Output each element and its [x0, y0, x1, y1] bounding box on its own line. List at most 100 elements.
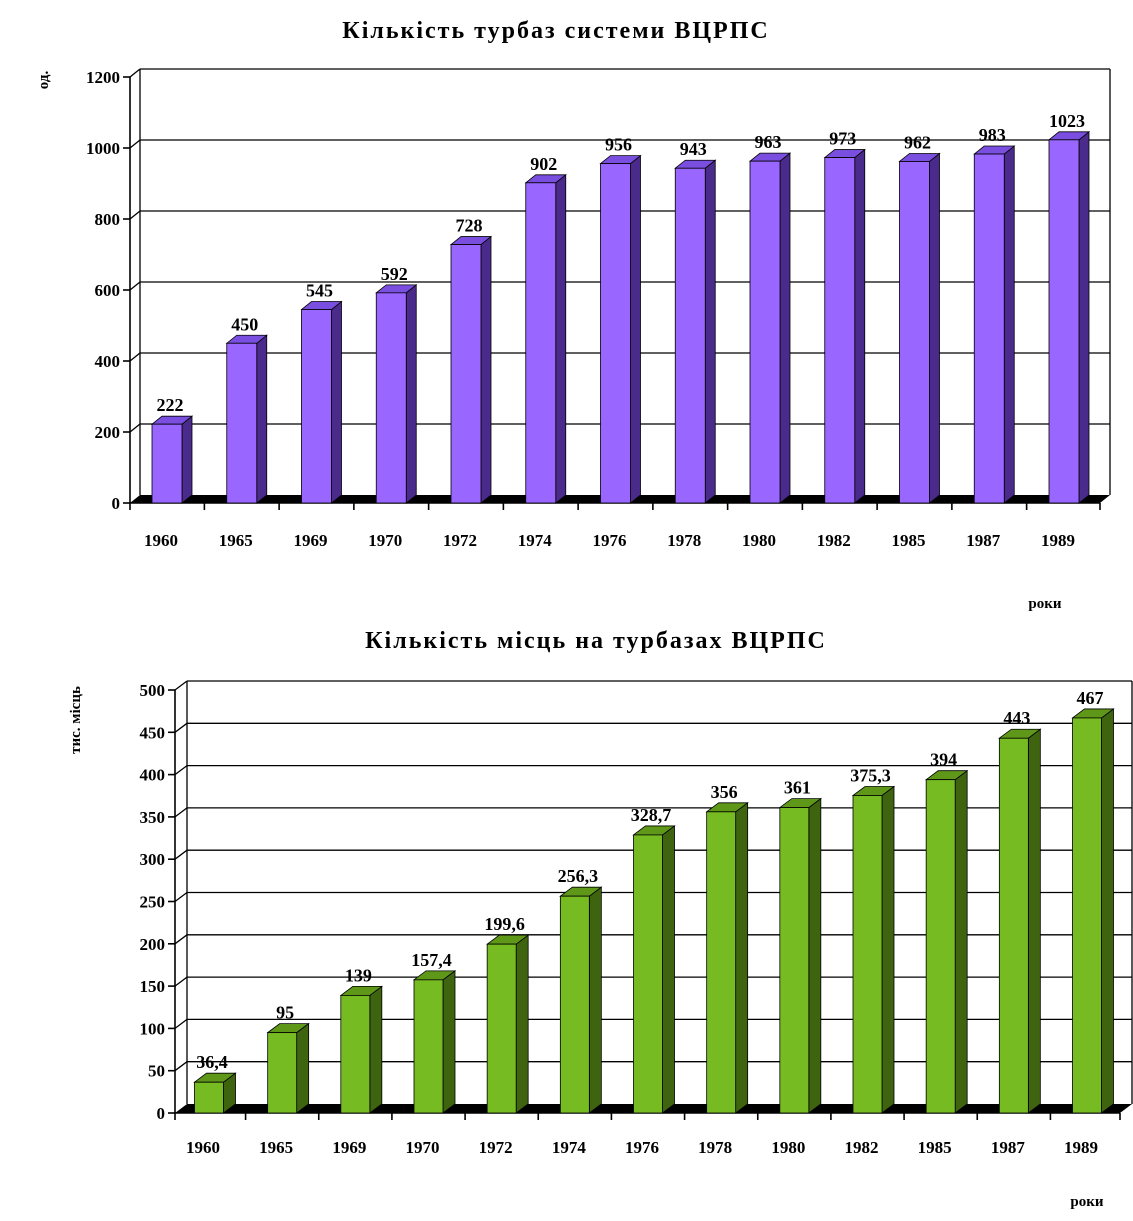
bar-side [735, 802, 749, 1114]
data-label: 963 [755, 132, 782, 152]
bar-side [808, 797, 822, 1114]
x-tick-label: 1974 [518, 531, 553, 550]
x-tick-label: 1980 [771, 1138, 805, 1157]
x-tick-label: 1960 [186, 1138, 220, 1157]
x-tick-label: 1976 [625, 1138, 659, 1157]
bar [413, 979, 444, 1114]
bar [301, 309, 332, 504]
y-tick-label: 400 [140, 766, 166, 785]
x-tick-label: 1987 [966, 531, 1001, 550]
bar-side [1003, 145, 1015, 504]
gridline-connector [174, 1018, 188, 1029]
bar [525, 182, 557, 504]
bar [375, 292, 407, 504]
bar-side [442, 970, 456, 1114]
x-tick-label: 1980 [742, 531, 776, 550]
bar-side [954, 769, 968, 1114]
y-tick-label: 250 [140, 893, 166, 912]
bar-side [256, 334, 268, 504]
data-label: 256,3 [558, 866, 599, 886]
data-label: 361 [784, 778, 811, 798]
bar [450, 244, 482, 504]
bar-side [779, 152, 791, 504]
data-label: 95 [276, 1003, 294, 1023]
bar-side [704, 159, 716, 504]
x-tick-label: 1970 [406, 1138, 440, 1157]
y-tick-label: 200 [95, 423, 121, 442]
gridline-connector [174, 807, 188, 818]
x-tick-label: 1978 [667, 531, 701, 550]
gridline-connector [129, 139, 141, 149]
bar [824, 157, 856, 504]
x-axis-label: роки [1028, 596, 1061, 612]
x-tick-label: 1965 [259, 1138, 293, 1157]
gridline-connector [129, 423, 141, 433]
plot-area: 0 200 400 600 800 1000 1200 222 1960 450 1965 545 19… [86, 68, 1111, 550]
y-tick-label: 600 [95, 281, 121, 300]
data-label: 199,6 [484, 914, 525, 934]
bar-side [881, 785, 895, 1114]
bar [340, 995, 371, 1114]
bar [973, 153, 1005, 504]
bar-side [181, 415, 193, 504]
y-axis-label: тис. місць [68, 686, 84, 754]
bar [633, 834, 663, 1114]
bar [749, 160, 781, 504]
data-label: 356 [711, 782, 738, 802]
y-tick-label: 0 [112, 494, 121, 513]
bar [925, 779, 956, 1114]
bar [1072, 717, 1102, 1114]
x-tick-label: 1970 [368, 531, 402, 550]
y-tick-label: 1000 [86, 139, 120, 158]
bar-side [369, 985, 383, 1114]
bar [852, 795, 883, 1114]
x-tick-label: 1960 [144, 531, 178, 550]
tourist-bases-places-chart: Кількість місць на турбазах ВЦРПС тис. м… [68, 628, 1133, 1210]
gridline-connector [174, 722, 188, 733]
data-label: 222 [157, 395, 184, 415]
gridline-connector [174, 765, 188, 776]
data-label: 983 [979, 125, 1006, 145]
gridline-connector [174, 934, 188, 945]
y-tick-label: 300 [140, 850, 166, 869]
bar [194, 1081, 224, 1114]
bar [706, 811, 737, 1114]
data-label: 943 [680, 139, 707, 159]
x-tick-label: 1978 [698, 1138, 732, 1157]
gridline-connector [129, 352, 141, 362]
bar-side [588, 886, 602, 1114]
data-label: 592 [381, 264, 408, 284]
x-tick-label: 1985 [918, 1138, 952, 1157]
x-tick-label: 1987 [991, 1138, 1026, 1157]
y-tick-label: 150 [140, 977, 166, 996]
x-tick-label: 1985 [892, 531, 926, 550]
bar [226, 342, 258, 504]
gridline-connector [174, 680, 188, 691]
gridline-connector [129, 68, 141, 78]
data-label: 328,7 [631, 805, 672, 825]
gridline-connector [174, 1061, 188, 1072]
data-label: 157,4 [411, 950, 452, 970]
bar-side [296, 1022, 310, 1114]
data-label: 467 [1077, 688, 1104, 708]
y-tick-label: 100 [140, 1019, 166, 1038]
bar [267, 1032, 298, 1114]
x-tick-label: 1969 [332, 1138, 366, 1157]
x-tick-label: 1989 [1064, 1138, 1098, 1157]
data-label: 139 [345, 965, 372, 985]
x-tick-label: 1982 [845, 1138, 879, 1157]
data-label: 443 [1003, 708, 1030, 728]
x-tick-label: 1974 [552, 1138, 587, 1157]
data-label: 902 [530, 154, 557, 174]
y-tick-label: 350 [140, 808, 166, 827]
bar [486, 943, 517, 1114]
data-label: 728 [456, 216, 483, 236]
x-tick-label: 1989 [1041, 531, 1075, 550]
y-tick-label: 200 [140, 935, 166, 954]
bar-side [331, 300, 342, 504]
x-axis-label: роки [1070, 1194, 1103, 1210]
data-label: 36,4 [196, 1052, 228, 1072]
plot-area: 0 50 100 150 200 250 300 350 400 450 500 36,4 1960 95… [140, 680, 1133, 1157]
y-axis-label: од. [36, 71, 52, 90]
